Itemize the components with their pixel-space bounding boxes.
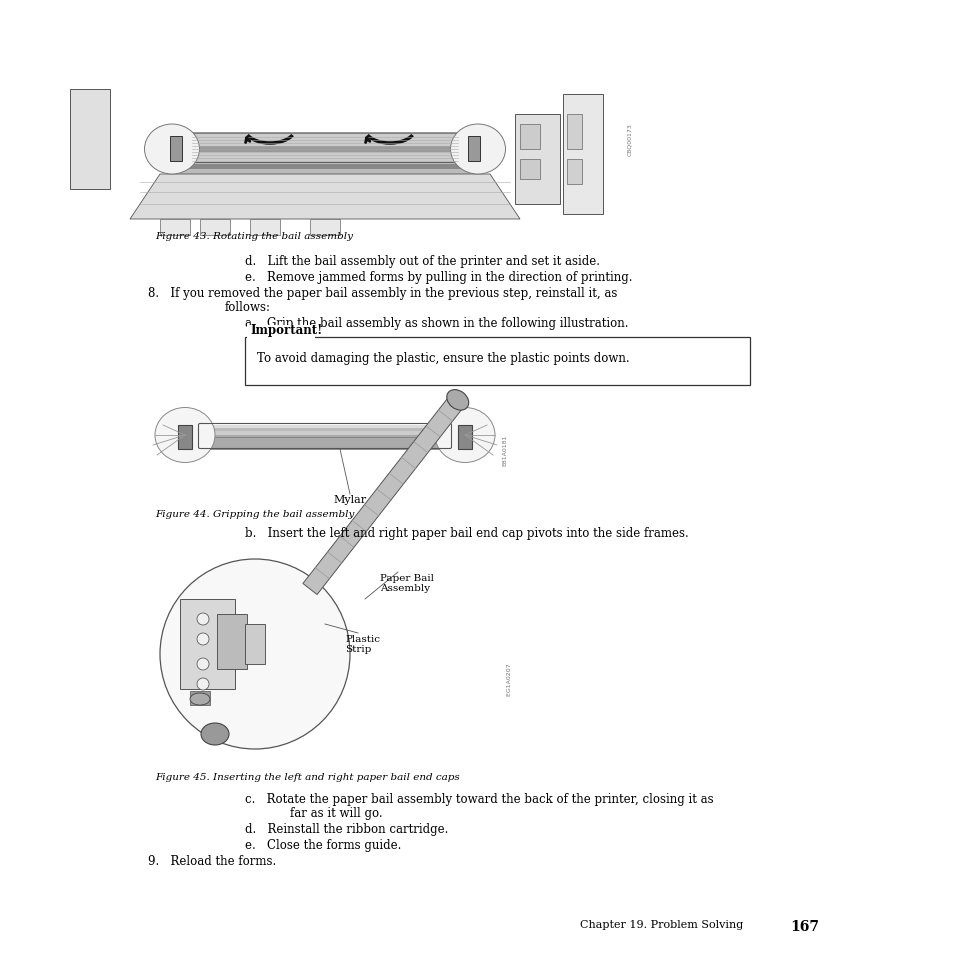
Bar (200, 426, 450, 429)
Bar (519, 160, 539, 180)
Bar (468, 137, 479, 162)
Text: Figure 43. Rotating the bail assembly: Figure 43. Rotating the bail assembly (154, 232, 353, 241)
Text: Chapter 19. Problem Solving: Chapter 19. Problem Solving (579, 919, 742, 929)
Circle shape (196, 614, 209, 625)
Bar (190, 691, 210, 705)
Bar (515, 115, 559, 205)
Text: To avoid damaging the plastic, ensure the plastic points down.: To avoid damaging the plastic, ensure th… (256, 352, 629, 365)
Circle shape (196, 659, 209, 670)
FancyBboxPatch shape (189, 133, 460, 164)
Text: d.   Reinstall the ribbon cartridge.: d. Reinstall the ribbon cartridge. (245, 822, 448, 835)
Text: d.   Lift the bail assembly out of the printer and set it aside.: d. Lift the bail assembly out of the pri… (245, 254, 599, 268)
Text: E81A0181: E81A0181 (502, 434, 507, 465)
Text: 9.   Reload the forms.: 9. Reload the forms. (148, 854, 276, 867)
Text: Plastic
Strip: Plastic Strip (345, 635, 379, 654)
Text: far as it will go.: far as it will go. (290, 806, 382, 820)
Text: 8.   If you removed the paper bail assembly in the previous step, reinstall it, : 8. If you removed the paper bail assembl… (148, 287, 617, 299)
Circle shape (160, 559, 350, 749)
Polygon shape (303, 395, 464, 595)
Bar (200, 436, 450, 438)
Ellipse shape (446, 390, 468, 411)
Text: follows:: follows: (225, 301, 271, 314)
Circle shape (196, 679, 209, 690)
Text: b.   Insert the left and right paper bail end cap pivots into the side frames.: b. Insert the left and right paper bail … (245, 526, 688, 539)
Bar (457, 426, 472, 450)
Text: e.   Close the forms guide.: e. Close the forms guide. (245, 838, 401, 851)
Bar (180, 599, 234, 689)
Ellipse shape (144, 125, 199, 174)
Ellipse shape (201, 723, 229, 745)
Bar (519, 125, 539, 150)
Bar (200, 429, 450, 432)
Bar (566, 160, 581, 185)
Text: C8Q00173: C8Q00173 (627, 124, 632, 156)
Polygon shape (130, 174, 519, 220)
Bar (170, 137, 182, 162)
Text: Mylar: Mylar (334, 495, 366, 504)
Text: Figure 44. Gripping the bail assembly: Figure 44. Gripping the bail assembly (154, 510, 354, 518)
Text: 167: 167 (789, 919, 818, 933)
Bar (200, 220, 230, 235)
Bar (70, 90, 110, 190)
Bar (200, 437, 450, 450)
Bar (566, 115, 581, 150)
Bar (190, 147, 459, 152)
Bar (250, 220, 280, 235)
Bar (200, 438, 450, 442)
Ellipse shape (190, 693, 210, 705)
Bar (310, 220, 339, 235)
Bar (160, 220, 190, 235)
Ellipse shape (435, 408, 495, 463)
Bar (562, 95, 602, 214)
Bar (174, 165, 475, 170)
Bar (245, 624, 265, 664)
Circle shape (196, 634, 209, 645)
Bar (178, 426, 192, 450)
Bar (247, 326, 314, 339)
Text: c.   Rotate the paper bail assembly toward the back of the printer, closing it a: c. Rotate the paper bail assembly toward… (245, 792, 713, 805)
Text: Paper Bail
Assembly: Paper Bail Assembly (379, 574, 434, 593)
Text: a.   Grip the bail assembly as shown in the following illustration.: a. Grip the bail assembly as shown in th… (245, 316, 628, 330)
Bar (245, 337, 749, 386)
Text: E⁠G1A0207: E⁠G1A0207 (507, 663, 512, 696)
Ellipse shape (450, 125, 505, 174)
Bar (174, 163, 475, 174)
Ellipse shape (154, 408, 214, 463)
Text: Important!: Important! (250, 324, 322, 336)
Bar (216, 615, 247, 669)
Bar (200, 442, 450, 446)
Bar (200, 432, 450, 436)
Text: e.   Remove jammed forms by pulling in the direction of printing.: e. Remove jammed forms by pulling in the… (245, 271, 632, 284)
Text: Figure 45. Inserting the left and right paper bail end caps: Figure 45. Inserting the left and right … (154, 772, 459, 781)
